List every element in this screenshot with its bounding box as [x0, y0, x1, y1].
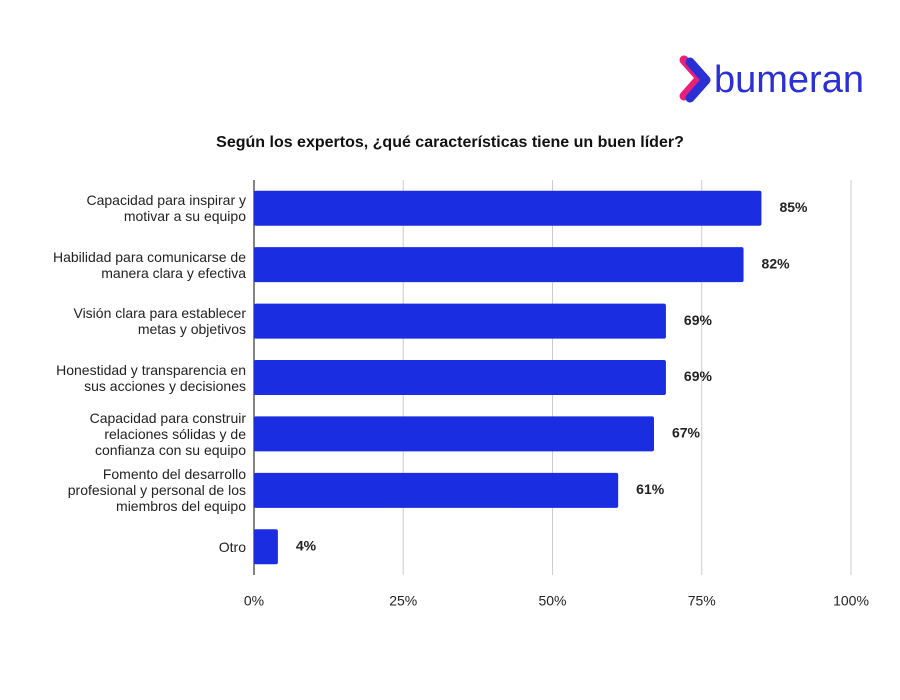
- x-tick-label: 25%: [389, 593, 417, 609]
- value-label: 61%: [636, 481, 665, 497]
- y-tick-label: Capacidad para construir relaciones sóli…: [89, 409, 246, 458]
- value-label: 82%: [762, 255, 791, 271]
- logo: bumeran: [679, 55, 864, 103]
- bar: [254, 416, 654, 452]
- x-tick-label: 100%: [833, 593, 869, 609]
- bar: [254, 190, 762, 226]
- value-label: 85%: [779, 199, 808, 215]
- x-tick-label: 75%: [688, 593, 716, 609]
- chart-title: Según los expertos, ¿qué características…: [216, 134, 684, 151]
- bar: [254, 247, 744, 283]
- x-tick-label: 50%: [538, 593, 566, 609]
- value-label: 67%: [672, 425, 701, 441]
- logo-icon-front: [685, 57, 711, 103]
- y-tick-label: Visión clara para establecer metas y obj…: [73, 305, 246, 338]
- value-label: 69%: [684, 368, 713, 384]
- y-tick-label: Capacidad para inspirar y motivar a su e…: [86, 192, 246, 225]
- bar: [254, 529, 278, 565]
- value-label: 69%: [684, 312, 713, 328]
- bar: [254, 360, 666, 395]
- value-label: 4%: [296, 537, 317, 553]
- bar: [254, 303, 666, 339]
- x-tick-label: 0%: [244, 593, 264, 609]
- y-tick-label: Otro: [218, 538, 246, 555]
- y-tick-label: Honestidad y transparencia en sus accion…: [56, 361, 246, 394]
- bar: [254, 472, 619, 508]
- logo-text: bumeran: [714, 59, 864, 101]
- y-tick-label: Fomento del desarrollo profesional y per…: [67, 466, 246, 515]
- y-tick-label: Habilidad para comunicarse de manera cla…: [53, 248, 246, 281]
